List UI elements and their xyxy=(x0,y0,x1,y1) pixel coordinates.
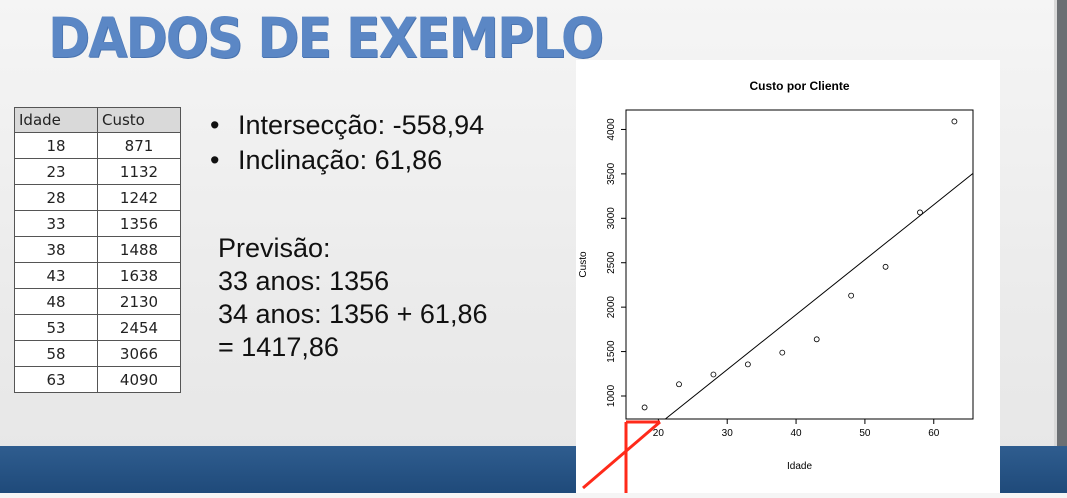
table-row: 33 1356 xyxy=(14,210,181,237)
y-tick-label: 2500 xyxy=(606,251,617,274)
data-point xyxy=(710,371,717,378)
plot-frame xyxy=(625,109,974,420)
y-tick-label: 4000 xyxy=(606,118,617,141)
column-header-idade: Idade xyxy=(14,107,98,133)
x-tick-label: 40 xyxy=(790,428,802,439)
scatter-chart: Custo por Cliente Idade Custo 20 30 40 50 60 100… xyxy=(578,79,974,472)
y-tick-label: 1000 xyxy=(606,384,617,407)
cell-custo: 2454 xyxy=(97,314,181,341)
x-tick-label: 20 xyxy=(653,428,665,439)
cell-custo: 1638 xyxy=(97,262,181,289)
cell-idade: 63 xyxy=(14,366,98,393)
cell-idade: 53 xyxy=(14,314,98,341)
x-tick-label: 50 xyxy=(859,428,871,439)
cell-idade: 58 xyxy=(14,340,98,367)
cell-custo: 4090 xyxy=(97,366,181,393)
y-tick-label: 3500 xyxy=(606,162,617,185)
data-point xyxy=(779,349,786,356)
data-point xyxy=(813,336,820,343)
bullet-intercept: Intersecção: -558,94 xyxy=(210,108,484,143)
cell-idade: 23 xyxy=(14,158,98,185)
table-row: 28 1242 xyxy=(14,184,181,211)
forecast-line-34: 34 anos: 1356 + 61,86 xyxy=(218,299,488,329)
window-edge xyxy=(1057,0,1067,493)
cell-idade: 43 xyxy=(14,262,98,289)
slide-title: DADOS DE EXEMPLO xyxy=(48,6,604,70)
forecast-result: = 1417,86 xyxy=(218,332,339,362)
x-axis-label: Idade xyxy=(787,461,812,472)
y-axis-label: Custo xyxy=(578,251,589,278)
bullet-slope: Inclinação: 61,86 xyxy=(210,143,484,178)
table-row: 18 871 xyxy=(14,132,181,159)
chart-panel: Custo por Cliente Idade Custo 20 30 40 50 60 100… xyxy=(576,60,1000,493)
cell-custo: 1356 xyxy=(97,210,181,237)
x-tick-label: 30 xyxy=(722,428,734,439)
cell-idade: 48 xyxy=(14,288,98,315)
forecast-line-33: 33 anos: 1356 xyxy=(218,266,390,296)
slide-edge-highlight xyxy=(1054,0,1057,493)
cell-idade: 33 xyxy=(14,210,98,237)
data-point xyxy=(744,361,751,368)
data-point xyxy=(676,381,682,388)
cell-custo: 1132 xyxy=(97,158,181,185)
cell-custo: 871 xyxy=(97,132,181,159)
cell-custo: 1242 xyxy=(97,184,181,211)
y-tick-label: 3000 xyxy=(606,207,617,230)
table-row: 53 2454 xyxy=(14,314,181,341)
cell-idade: 28 xyxy=(14,184,98,211)
forecast-heading: Previsão: xyxy=(218,233,331,263)
y-tick-label: 1500 xyxy=(606,340,617,363)
column-header-custo: Custo xyxy=(97,107,181,133)
table-row: 63 4090 xyxy=(14,366,181,393)
cell-custo: 1488 xyxy=(97,236,181,263)
forecast-text: Previsão: 33 anos: 1356 34 anos: 1356 + … xyxy=(218,232,488,364)
table-row: 23 1132 xyxy=(14,158,181,185)
regression-line xyxy=(665,173,974,420)
x-tick-label: 60 xyxy=(928,428,940,439)
y-tick-label: 2000 xyxy=(606,296,617,319)
cell-custo: 2130 xyxy=(97,288,181,315)
table-row: 43 1638 xyxy=(14,262,181,289)
cell-idade: 18 xyxy=(14,132,98,159)
table-body: 18 871 23 1132 28 1242 33 1356 38 1488 43 1638 48 213… xyxy=(14,132,181,393)
data-point xyxy=(848,292,855,299)
table-row: 38 1488 xyxy=(14,236,181,263)
table-header-row: Idade Custo xyxy=(14,107,181,133)
table-row: 58 3066 xyxy=(14,340,181,367)
data-table: Idade Custo 18 871 23 1132 28 1242 33 1356 38 148… xyxy=(14,107,181,393)
data-point xyxy=(917,209,923,216)
cell-custo: 3066 xyxy=(97,340,181,367)
data-point xyxy=(882,263,889,270)
data-point xyxy=(641,404,648,411)
data-point xyxy=(951,118,958,125)
table-row: 48 2130 xyxy=(14,288,181,315)
regression-bullets: Intersecção: -558,94 Inclinação: 61,86 xyxy=(210,108,484,178)
cell-idade: 38 xyxy=(14,236,98,263)
chart-title: Custo por Cliente xyxy=(749,79,849,93)
